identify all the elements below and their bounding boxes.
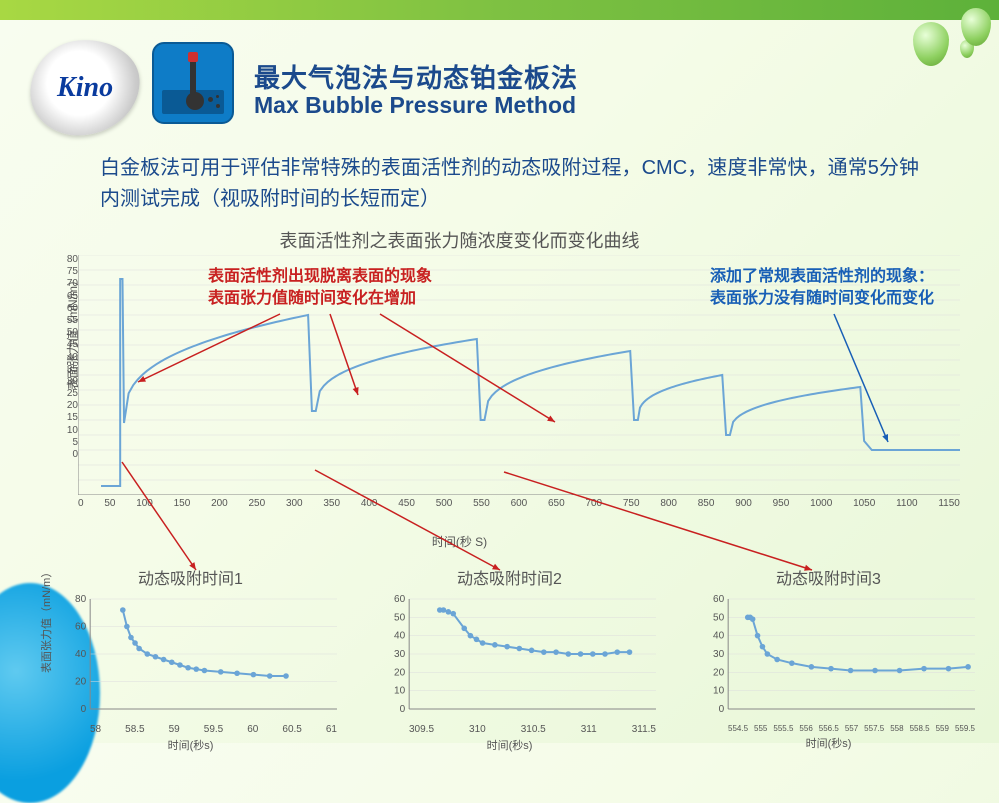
svg-text:10: 10: [394, 686, 406, 697]
svg-text:60: 60: [75, 622, 87, 633]
svg-text:0: 0: [81, 704, 87, 715]
droplet-decor: [961, 8, 991, 46]
svg-text:20: 20: [75, 677, 87, 688]
svg-text:20: 20: [713, 667, 725, 678]
small-charts-row: 动态吸附时间1 表面张力值（mN/m） 806040200 5858.55959…: [40, 565, 979, 737]
main-chart-xlabel: 时间(秒 S): [0, 533, 919, 550]
annotation-left-line1: 表面活性剂出现脱离表面的现象: [208, 266, 432, 288]
svg-text:60: 60: [394, 594, 406, 605]
annotation-right-line1: 添加了常规表面活性剂的现象：: [710, 266, 934, 288]
small-chart-2: 动态吸附时间2 6050403020100 309.5310310.531131…: [359, 565, 660, 737]
top-green-bar: [0, 0, 999, 20]
body-paragraph: 白金板法可用于评估非常特殊的表面活性剂的动态吸附过程，CMC，速度非常快，通常5…: [100, 153, 919, 215]
annotation-left-line2: 表面张力值随时间变化在增加: [208, 288, 432, 310]
svg-text:30: 30: [394, 649, 406, 660]
annotation-right: 添加了常规表面活性剂的现象： 表面张力没有随时间变化而变化: [710, 266, 934, 311]
svg-text:40: 40: [75, 649, 87, 660]
small-chart-3-title: 动态吸附时间3: [678, 565, 979, 589]
svg-text:30: 30: [713, 649, 725, 660]
method-icon: [152, 42, 234, 124]
svg-text:20: 20: [394, 667, 406, 678]
svg-text:10: 10: [713, 686, 725, 697]
logo-text: Kino: [57, 72, 113, 104]
small-chart-1-xlabel: 时间(秒s): [40, 737, 341, 753]
svg-text:40: 40: [713, 631, 725, 642]
small-chart-3-xlabel: 时间(秒s): [678, 735, 979, 751]
small-chart-3: 动态吸附时间3 6050403020100 554.5555555.555655…: [678, 565, 979, 737]
small-chart-2-title: 动态吸附时间2: [359, 565, 660, 589]
main-chart-title: 表面活性剂之表面张力随浓度变化而变化曲线: [0, 227, 919, 253]
svg-text:40: 40: [394, 631, 406, 642]
svg-text:50: 50: [394, 612, 406, 623]
svg-text:50: 50: [713, 612, 725, 623]
small-chart-2-xlabel: 时间(秒s): [359, 737, 660, 753]
annotation-right-line2: 表面张力没有随时间变化而变化: [710, 288, 934, 310]
title-chinese: 最大气泡法与动态铂金板法: [254, 58, 578, 95]
annotation-left: 表面活性剂出现脱离表面的现象 表面张力值随时间变化在增加: [208, 266, 432, 311]
main-chart-xticks: 0501001502002503003504004505005506006507…: [78, 498, 960, 509]
svg-text:0: 0: [719, 704, 725, 715]
svg-text:60: 60: [713, 594, 725, 605]
svg-text:80: 80: [75, 594, 87, 605]
small-chart-1-ylabel: 表面张力值（mN/m）: [38, 567, 54, 673]
small-chart-1-title: 动态吸附时间1: [40, 565, 341, 589]
small-chart-1: 动态吸附时间1 表面张力值（mN/m） 806040200 5858.55959…: [40, 565, 341, 737]
logo-splash: Kino: [26, 35, 144, 139]
droplet-decor: [913, 22, 949, 66]
title-english: Max Bubble Pressure Method: [254, 92, 576, 119]
main-chart-yticks: 80757065605550454035302520151050: [50, 255, 78, 462]
svg-text:0: 0: [400, 704, 406, 715]
